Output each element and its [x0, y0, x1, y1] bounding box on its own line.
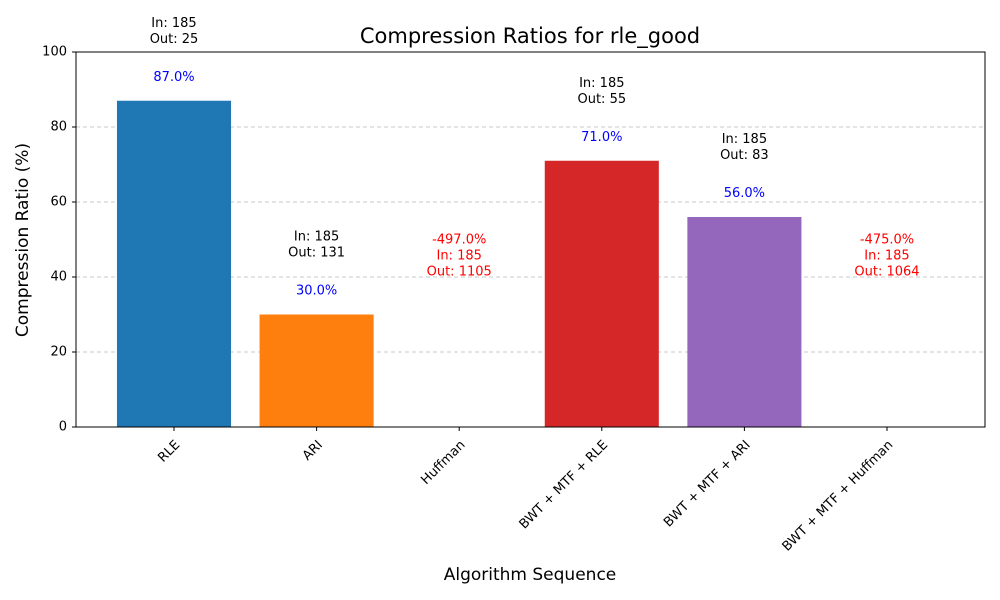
size-annotation: Out: 55: [577, 92, 626, 107]
y-tick-label: 20: [50, 345, 67, 360]
size-annotation: Out: 131: [288, 246, 345, 261]
bar: [687, 217, 802, 427]
size-annotation: Out: 1064: [854, 265, 919, 280]
bar: [116, 100, 232, 427]
size-annotation: In: 185: [151, 16, 196, 31]
size-annotation: Out: 25: [150, 32, 199, 47]
size-annotation: In: 185: [436, 249, 481, 264]
value-label: 30.0%: [296, 284, 337, 299]
y-axis-label: Compression Ratio (%): [13, 143, 33, 337]
size-annotation: Out: 83: [720, 148, 769, 163]
y-tick-label: 0: [59, 420, 67, 435]
y-tick-label: 60: [50, 195, 67, 210]
value-label: -475.0%: [860, 233, 914, 248]
plot-frame: [75, 51, 986, 428]
size-annotation: In: 185: [864, 249, 909, 264]
y-tick-label: 40: [50, 270, 67, 285]
bar: [259, 314, 374, 427]
value-label: 87.0%: [153, 70, 194, 85]
size-annotation: In: 185: [294, 230, 339, 245]
y-tick-label: 80: [50, 120, 67, 135]
chart-title: Compression Ratios for rle_good: [360, 24, 700, 49]
bar: [544, 160, 659, 427]
value-label: 71.0%: [581, 130, 622, 145]
value-label: 56.0%: [724, 186, 765, 201]
size-annotation: Out: 1105: [427, 265, 492, 280]
size-annotation: In: 185: [579, 76, 624, 91]
value-label: -497.0%: [432, 233, 486, 248]
bars: [116, 100, 802, 427]
x-axis-label: Algorithm Sequence: [444, 565, 617, 585]
size-annotation: In: 185: [722, 132, 767, 147]
y-tick-label: 100: [42, 45, 67, 60]
